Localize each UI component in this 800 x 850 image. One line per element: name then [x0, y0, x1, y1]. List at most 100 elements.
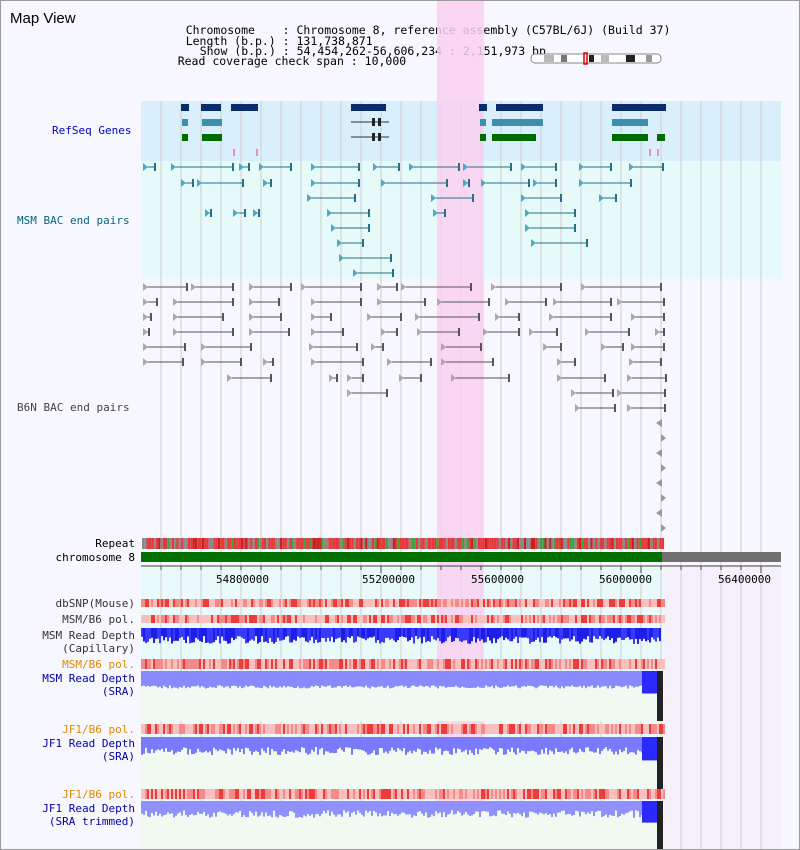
gene-feature[interactable]	[496, 104, 543, 111]
heatmap-cell	[239, 724, 241, 734]
jf1-read-depth-trimmed-label[interactable]: JF1 Read Depth	[42, 802, 135, 815]
depth-bar	[237, 737, 239, 749]
ideogram-band	[561, 55, 567, 62]
bac-end-arrow	[171, 163, 176, 171]
coverage-row: Read coverage check span : 10,000	[177, 54, 407, 68]
heatmap-cell	[395, 789, 397, 799]
gene-feature[interactable]	[612, 119, 648, 126]
jf1-b6-pol-label-2[interactable]: JF1/B6 pol.	[62, 788, 135, 801]
dbsnp-label[interactable]: dbSNP(Mouse)	[55, 597, 135, 610]
repeat-mark	[535, 538, 538, 549]
heatmap-cell	[655, 659, 657, 669]
depth-bar	[195, 801, 197, 816]
heatmap-cell	[557, 599, 559, 607]
heatmap-cell	[461, 659, 463, 669]
depth-bar	[255, 671, 257, 688]
gene-feature[interactable]	[480, 119, 486, 126]
heatmap-cell	[531, 615, 533, 623]
heatmap-cell	[615, 724, 617, 734]
depth-bar	[159, 801, 161, 814]
gene-feature[interactable]	[492, 119, 543, 126]
gene-feature[interactable]	[231, 104, 258, 111]
repeat-label[interactable]: Repeat	[95, 537, 135, 550]
depth-bar	[247, 801, 249, 818]
heatmap-cell	[177, 615, 179, 623]
heatmap-cell	[479, 599, 481, 607]
repeat-mark	[360, 538, 363, 549]
refseq-genes[interactable]	[181, 104, 666, 156]
msm-bac-label[interactable]: MSM BAC end pairs	[17, 214, 130, 227]
depth-bar	[519, 671, 521, 689]
msm-b6-pol-label-2[interactable]: MSM/B6 pol.	[62, 658, 135, 671]
lower-data-tracks[interactable]	[141, 599, 665, 849]
heatmap-cell	[473, 789, 475, 799]
depth-bar	[507, 737, 509, 750]
msm-read-depth-sra-label[interactable]: MSM Read Depth	[42, 672, 135, 685]
repeat-track[interactable]	[142, 538, 665, 549]
capillary-depth-bar	[409, 628, 411, 641]
heatmap-cell	[153, 659, 155, 669]
depth-bar	[263, 801, 265, 817]
jf1-b6-pol-label[interactable]: JF1/B6 pol.	[62, 723, 135, 736]
depth-bar	[435, 671, 437, 687]
heatmap-cell	[297, 599, 299, 607]
gene-feature[interactable]	[201, 104, 221, 111]
chromosome-label-track[interactable]: chromosome 8	[55, 551, 135, 564]
jf1-read-depth-sra-label[interactable]: JF1 Read Depth	[42, 737, 135, 750]
heatmap-cell	[185, 615, 187, 623]
tick-label: 55600000	[471, 573, 524, 586]
depth-bar	[225, 671, 227, 687]
gene-feature[interactable]	[181, 104, 189, 111]
gene-feature[interactable]	[612, 104, 666, 111]
heatmap-cell	[497, 615, 499, 623]
gene-feature[interactable]	[182, 134, 188, 141]
heatmap-cell	[603, 599, 605, 607]
gene-feature[interactable]	[351, 104, 386, 111]
msm-read-depth-capillary-label[interactable]: MSM Read Depth	[42, 629, 135, 642]
heatmap-cell	[591, 659, 593, 669]
gene-feature[interactable]	[657, 134, 665, 141]
heatmap-cell	[261, 724, 263, 734]
heatmap-cell	[479, 789, 481, 799]
capillary-depth-bar	[417, 628, 419, 639]
heatmap-cell	[297, 724, 299, 734]
heatmap-cell	[175, 724, 177, 734]
chromosome-ideogram[interactable]	[530, 52, 662, 65]
bac-end-tick	[362, 239, 364, 247]
msm-bac-end-pairs[interactable]	[143, 163, 664, 277]
gene-feature[interactable]	[492, 134, 536, 141]
heatmap-cell	[185, 599, 187, 607]
heatmap-cell	[203, 615, 205, 623]
gene-feature[interactable]	[182, 119, 188, 126]
heatmap-cell	[263, 789, 265, 799]
msm-b6-pol-label[interactable]: MSM/B6 pol.	[62, 613, 135, 626]
gene-feature[interactable]	[202, 134, 222, 141]
heatmap-cell	[283, 789, 285, 799]
refseq-genes-label[interactable]: RefSeq Genes	[52, 124, 132, 137]
repeat-mark	[289, 538, 292, 549]
heatmap-cell	[555, 615, 557, 623]
repeat-mark	[231, 538, 234, 549]
heatmap-cell	[533, 599, 535, 607]
capillary-depth-bar	[233, 628, 235, 641]
heatmap-cell	[481, 789, 483, 799]
heatmap-cell	[293, 724, 295, 734]
heatmap-cell	[313, 599, 315, 607]
capillary-depth-bar	[227, 628, 229, 644]
heatmap-cell	[457, 724, 459, 734]
highlight-region[interactable]	[437, 1, 484, 849]
capillary-depth-bar	[427, 628, 429, 641]
gene-feature[interactable]	[479, 104, 487, 111]
gene-feature[interactable]	[480, 134, 486, 141]
gene-feature[interactable]	[612, 134, 648, 141]
gene-feature[interactable]	[202, 119, 222, 126]
heatmap-cell	[209, 599, 211, 607]
heatmap-cell	[325, 659, 327, 669]
chromosome-bar[interactable]	[141, 552, 662, 562]
depth-bar	[635, 671, 637, 687]
tick-label: 54800000	[216, 573, 269, 586]
heatmap-cell	[581, 789, 583, 799]
b6n-bac-label[interactable]: B6N BAC end pairs	[17, 401, 130, 414]
b6n-bac-end-pairs[interactable]	[143, 283, 667, 532]
